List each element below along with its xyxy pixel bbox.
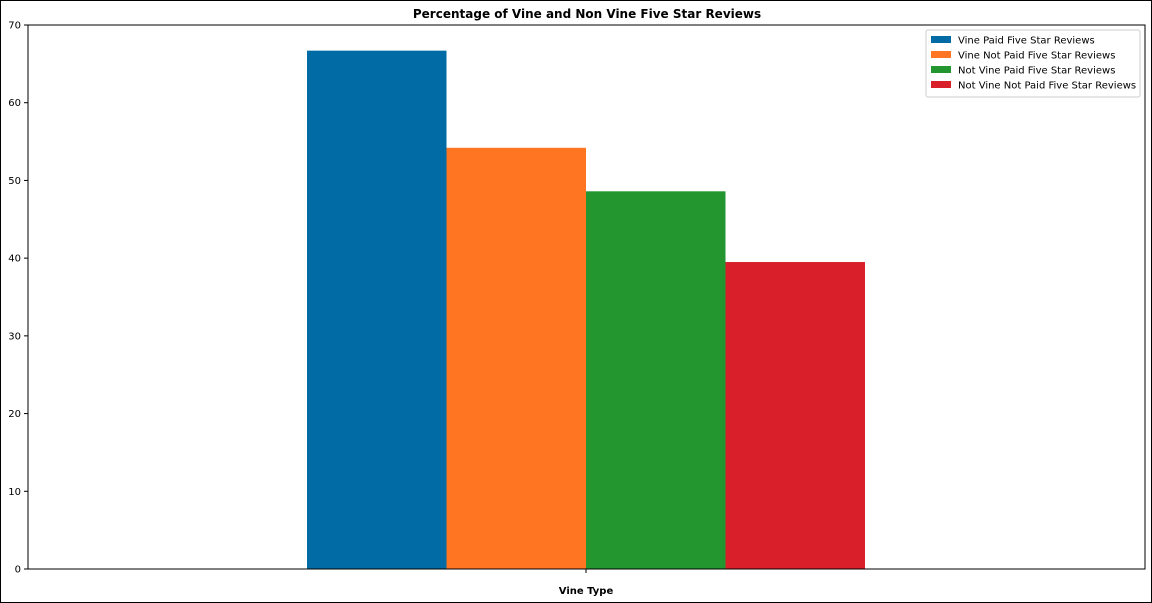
legend-label: Vine Not Paid Five Star Reviews [958, 51, 1115, 62]
legend: Vine Paid Five Star Reviews Vine Not Paid… [925, 29, 1141, 98]
legend-label: Vine Paid Five Star Reviews [958, 36, 1095, 47]
bars-group [307, 50, 865, 570]
legend-box [925, 29, 1141, 98]
legend-swatch [931, 81, 951, 88]
bar-2 [446, 147, 586, 570]
y-tick-label: 20 [8, 409, 21, 420]
legend-swatch [931, 51, 951, 58]
y-tick-label: 40 [8, 254, 21, 265]
y-tick-label: 70 [8, 21, 21, 32]
bar-3 [586, 191, 726, 569]
bar-1 [307, 50, 447, 569]
y-tick-label: 60 [8, 98, 21, 109]
y-tick-label: 30 [8, 331, 21, 342]
legend-swatch [931, 66, 951, 73]
legend-label: Not Vine Paid Five Star Reviews [958, 66, 1115, 77]
y-tick-label: 50 [8, 176, 21, 187]
x-axis-label: Vine Type [559, 586, 614, 597]
legend-label: Not Vine Not Paid Five Star Reviews [958, 81, 1136, 92]
chart-title: Percentage of Vine and Non Vine Five Sta… [413, 7, 761, 21]
y-tick-label: 0 [15, 565, 21, 576]
bar-4 [725, 262, 865, 569]
legend-swatch [931, 36, 951, 43]
y-tick-label: 10 [8, 487, 21, 498]
y-axis: 0 10 20 30 40 50 60 70 [8, 21, 28, 576]
